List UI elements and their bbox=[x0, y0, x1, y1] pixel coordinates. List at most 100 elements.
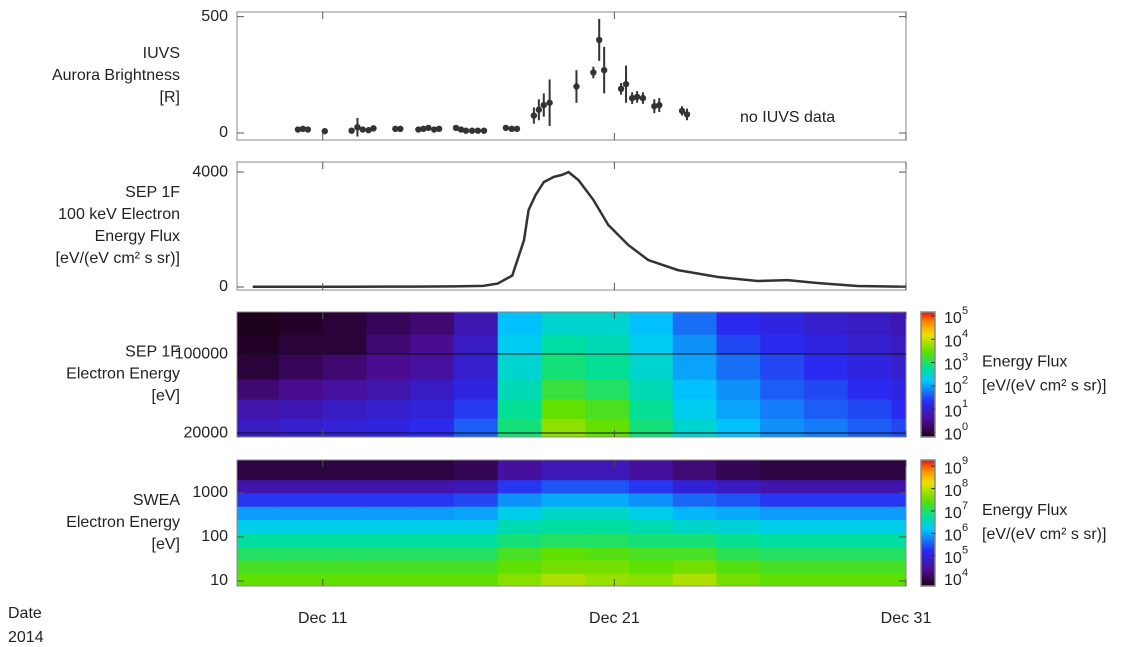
spectrogram-cell bbox=[760, 379, 805, 400]
spectrogram-cell bbox=[322, 399, 367, 419]
spectrogram-cell bbox=[891, 492, 907, 507]
spectrogram-cell bbox=[541, 379, 586, 400]
data-point bbox=[415, 126, 422, 133]
spectrogram-cell bbox=[278, 334, 324, 355]
y-axis-label: Energy Flux bbox=[95, 228, 180, 245]
spectrogram-cell bbox=[585, 460, 630, 481]
spectrogram-cell bbox=[453, 479, 499, 494]
spectrogram-cell bbox=[716, 460, 761, 481]
spectrogram-cell bbox=[366, 312, 411, 335]
spectrogram-cell bbox=[541, 506, 586, 520]
spectrogram-cell bbox=[453, 312, 499, 335]
spectrogram-cell bbox=[497, 399, 542, 419]
spectrogram-cell bbox=[366, 479, 411, 494]
spectrogram-cell bbox=[278, 506, 324, 520]
data-point bbox=[622, 80, 630, 88]
spectrogram-cell bbox=[672, 379, 717, 400]
data-point bbox=[617, 85, 625, 93]
spectrogram-cell bbox=[497, 312, 542, 335]
spectrogram-cell bbox=[585, 519, 630, 534]
spectrogram-cell bbox=[322, 533, 367, 548]
spectrogram-cell bbox=[716, 559, 761, 574]
colorbar-tick-exponent: 7 bbox=[962, 500, 968, 512]
spectrogram-cell bbox=[891, 546, 907, 561]
colorbar bbox=[920, 311, 936, 438]
spectrogram-cell bbox=[847, 546, 892, 561]
spectrogram-cell bbox=[891, 354, 907, 380]
colorbar-tick-label: 10 bbox=[944, 505, 962, 522]
spectrogram-cell bbox=[237, 354, 280, 380]
y-tick-label: 0 bbox=[219, 278, 228, 295]
x-axis-label: Date bbox=[8, 605, 42, 622]
spectrogram-cell bbox=[366, 506, 411, 520]
data-point bbox=[420, 125, 427, 133]
spectrogram-cell bbox=[541, 312, 586, 335]
spectrogram-cell bbox=[366, 334, 411, 355]
data-point bbox=[600, 66, 608, 74]
spectrogram-cell bbox=[366, 399, 411, 419]
spectrogram-cell bbox=[410, 399, 455, 419]
spectrogram-cell bbox=[497, 460, 542, 481]
spectrogram-cell bbox=[716, 379, 761, 400]
colorbar-tick-label: 10 bbox=[944, 572, 962, 589]
spectrogram-cell bbox=[497, 546, 542, 561]
spectrogram-cell bbox=[410, 506, 455, 520]
spectrogram-cell bbox=[278, 546, 324, 561]
spectrogram-cell bbox=[541, 519, 586, 534]
spectrogram-cell bbox=[366, 418, 411, 438]
spectrogram-cell bbox=[847, 312, 892, 335]
spectrogram-cell bbox=[672, 559, 717, 574]
spectrogram-cell bbox=[672, 546, 717, 561]
spectrogram-cell bbox=[803, 506, 849, 520]
spectrogram-cell bbox=[847, 506, 892, 520]
colorbar-tick-exponent: 8 bbox=[962, 477, 968, 489]
spectrogram-cell bbox=[628, 573, 674, 587]
spectrogram-cell bbox=[672, 460, 717, 481]
spectrogram-cell bbox=[628, 418, 674, 438]
spectrogram-cell bbox=[716, 533, 761, 548]
data-point bbox=[502, 124, 510, 132]
spectrogram-cell bbox=[497, 479, 542, 494]
spectrogram-cell bbox=[278, 519, 324, 534]
y-tick-label: 500 bbox=[201, 8, 228, 25]
spectrogram-cell bbox=[803, 312, 849, 335]
colorbar-tick-exponent: 5 bbox=[962, 305, 968, 317]
colorbar-label: Energy Flux bbox=[982, 502, 1067, 519]
spectrogram-cell bbox=[672, 573, 717, 587]
spectrogram-cell bbox=[322, 506, 367, 520]
spectrogram-cell bbox=[760, 418, 805, 438]
spectrogram-cell bbox=[716, 519, 761, 534]
spectrogram-cell bbox=[453, 399, 499, 419]
spectrogram-cell bbox=[541, 546, 586, 561]
spectrogram-cell bbox=[410, 354, 455, 380]
spectrogram-cell bbox=[847, 559, 892, 574]
colorbar-tick-label: 10 bbox=[944, 403, 962, 420]
spectrogram-cell bbox=[585, 492, 630, 507]
colorbar-tick-label: 10 bbox=[944, 380, 962, 397]
data-point bbox=[370, 125, 377, 132]
data-point bbox=[321, 127, 328, 135]
spectrogram-cell bbox=[760, 573, 805, 587]
spectrogram-cell bbox=[237, 312, 280, 335]
spectrogram-cell bbox=[541, 418, 586, 438]
spectrogram-cell bbox=[803, 399, 849, 419]
y-tick-label: 100000 bbox=[175, 345, 228, 362]
spectrogram-cell bbox=[322, 479, 367, 494]
spectrogram-cell bbox=[628, 506, 674, 520]
x-tick-label: Dec 31 bbox=[881, 610, 932, 627]
spectrogram-cell bbox=[672, 506, 717, 520]
spectrogram-cell bbox=[760, 506, 805, 520]
spectrogram-cell bbox=[585, 533, 630, 548]
y-axis-label: SEP 1F bbox=[125, 184, 180, 201]
spectrogram-cell bbox=[585, 399, 630, 419]
spectrogram-cell bbox=[760, 559, 805, 574]
spectrogram-cell bbox=[453, 533, 499, 548]
plot-frame bbox=[236, 459, 907, 587]
annotation: no IUVS data bbox=[740, 109, 835, 126]
spectrogram-cell bbox=[585, 312, 630, 335]
data-point bbox=[590, 69, 597, 76]
spectrogram-cell bbox=[237, 573, 280, 587]
spectrogram-cell bbox=[716, 573, 761, 587]
colorbar-tick-label: 10 bbox=[944, 460, 962, 477]
spectrogram-cell bbox=[366, 573, 411, 587]
